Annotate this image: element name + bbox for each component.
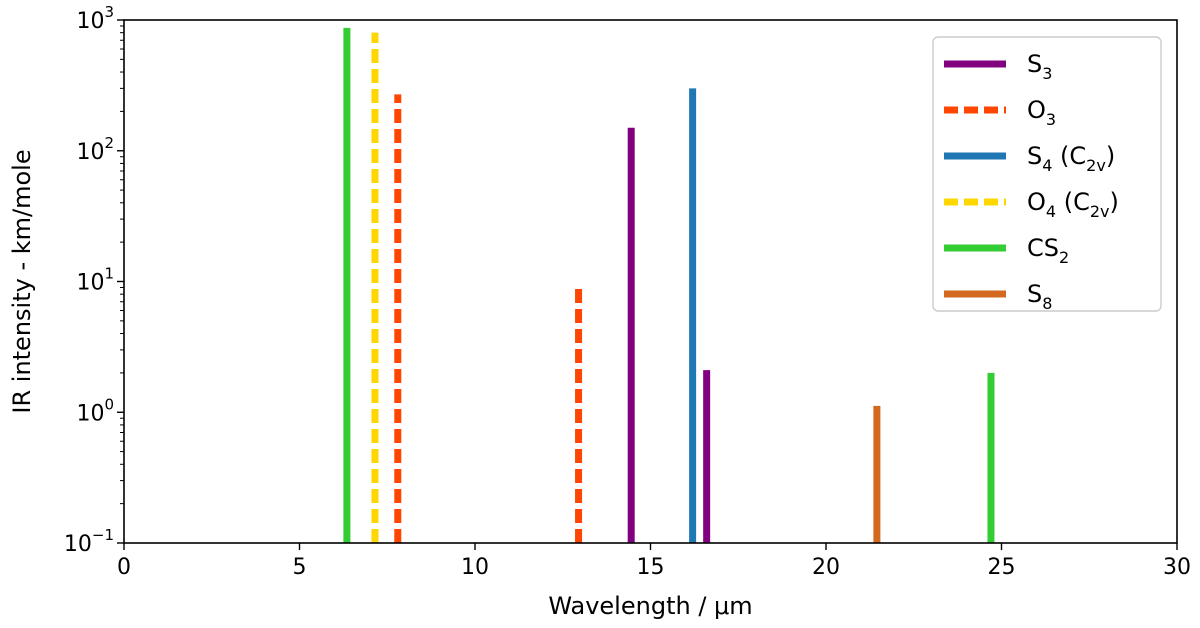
legend-entry: O3 (1027, 96, 1056, 129)
legend-label-part: (C (1052, 142, 1086, 170)
legend-label-part: ) (1106, 142, 1115, 170)
legend-label-part: CS (1027, 234, 1059, 262)
legend-label-part: ) (1109, 188, 1118, 216)
x-tick-label: 0 (117, 555, 131, 580)
y-axis-label: IR intensity - km/mole (8, 149, 36, 413)
y-tick-label: 100 (76, 395, 114, 426)
legend-label-part: 2 (1059, 248, 1069, 267)
legend-label-part: 3 (1046, 110, 1056, 129)
x-tick-label: 15 (637, 555, 665, 580)
legend-entry: CS2 (1027, 234, 1069, 267)
y-tick-label: 101 (76, 265, 114, 296)
legend-label-part: 4 (1046, 202, 1056, 221)
y-tick-exponent: 1 (104, 265, 114, 283)
legend-label-part: 4 (1042, 156, 1052, 175)
y-tick-base: 10 (76, 401, 104, 426)
legend-label-part: S (1027, 50, 1042, 78)
x-tick-label: 25 (988, 555, 1016, 580)
legend-label-part: O (1027, 188, 1046, 216)
y-tick-base: 10 (76, 140, 104, 165)
legend-label-part: 3 (1042, 64, 1052, 83)
y-tick-label: 102 (76, 134, 114, 165)
x-axis: 0 5 10 15 20 25 30 (117, 543, 1191, 580)
y-tick-label: 103 (76, 3, 114, 34)
bars-layer (343, 27, 995, 543)
legend-box (932, 36, 1162, 312)
legend-entry: S4 (C2v) (1027, 142, 1115, 175)
x-axis-label: Wavelength / μm (548, 592, 752, 620)
legend-label-part: 8 (1042, 294, 1052, 313)
legend-label-part: O (1027, 96, 1046, 124)
x-tick-label: 5 (293, 555, 307, 580)
legend-entry: S3 (1027, 50, 1052, 83)
legend-label-part: S (1027, 280, 1042, 308)
y-tick-base: 10 (76, 271, 104, 296)
x-tick-label: 20 (812, 555, 840, 580)
y-tick-exponent: 3 (104, 3, 114, 21)
y-tick-exponent: 0 (104, 395, 114, 413)
x-tick-label: 10 (461, 555, 489, 580)
legend-entry: S8 (1027, 280, 1052, 313)
y-tick-label: 10−1 (64, 526, 114, 557)
legend-label-part: 2v (1090, 202, 1110, 221)
y-tick-base: 10 (76, 9, 104, 34)
x-tick-label: 30 (1163, 555, 1191, 580)
y-tick-exponent: −1 (92, 526, 114, 544)
legend-entry: O4 (C2v) (1027, 188, 1119, 221)
legend-label-part: (C (1056, 188, 1090, 216)
y-tick-base: 10 (64, 532, 92, 557)
y-tick-exponent: 2 (104, 134, 114, 152)
legend-label-part: 2v (1086, 156, 1106, 175)
legend-label-part: S (1027, 142, 1042, 170)
